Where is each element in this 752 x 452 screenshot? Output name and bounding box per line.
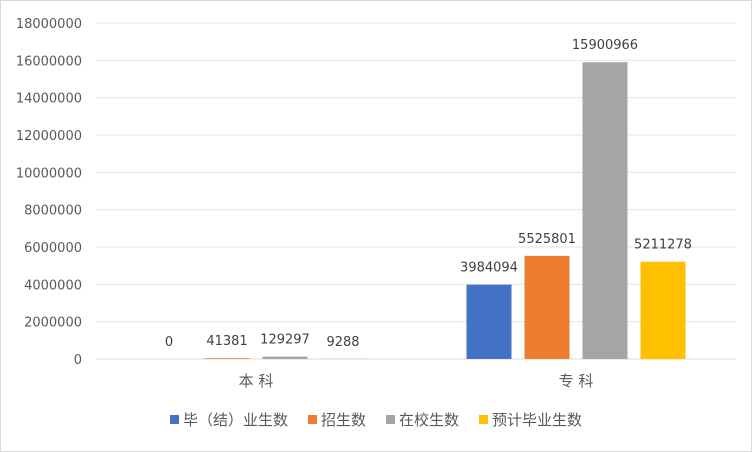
y-tick-label: 2000000 (24, 316, 82, 331)
legend-item: 毕（结）业生数 (169, 409, 288, 430)
bar (262, 356, 308, 359)
legend-label: 在校生数 (399, 411, 460, 429)
y-tick-label: 4000000 (24, 278, 82, 293)
y-tick-label: 0 (74, 353, 82, 368)
data-label: 5211278 (634, 238, 692, 253)
y-tick-label: 6000000 (24, 241, 82, 256)
data-label: 41381 (206, 334, 247, 349)
data-label: 9288 (326, 335, 359, 350)
y-tick-label: 18000000 (16, 17, 82, 32)
x-category-label: 专 科 (559, 372, 594, 390)
data-label: 3984094 (460, 261, 518, 276)
bar (640, 261, 686, 359)
y-tick-label: 10000000 (16, 166, 82, 181)
bars (204, 62, 686, 359)
legend-item: 预计毕业生数 (479, 409, 582, 430)
bar (582, 62, 628, 359)
x-category-label: 本 科 (239, 372, 274, 390)
y-tick-label: 8000000 (24, 204, 82, 219)
data-label: 15900966 (572, 38, 638, 53)
bar (466, 284, 512, 359)
data-label: 129297 (260, 333, 310, 348)
y-tick-label: 16000000 (16, 54, 82, 69)
x-axis: 本 科专 科 (239, 372, 594, 390)
legend-label: 毕（结）业生数 (182, 411, 288, 429)
legend-swatch (479, 415, 489, 424)
grid-lines (96, 22, 736, 360)
legend-item: 招生数 (307, 409, 366, 430)
bar (204, 358, 250, 359)
data-label: 0 (165, 335, 173, 350)
legend-swatch (307, 415, 317, 424)
y-tick-label: 14000000 (16, 92, 82, 107)
legend-label: 预计毕业生数 (492, 411, 583, 429)
y-tick-label: 12000000 (16, 129, 82, 144)
legend-swatch (386, 415, 395, 424)
legend: 毕（结）业生数 招生数 在校生数 预计毕业生数 (0, 409, 752, 430)
legend-label: 招生数 (320, 411, 366, 429)
legend-item: 在校生数 (386, 409, 459, 430)
legend-swatch (169, 415, 179, 424)
bar (524, 255, 570, 359)
y-axis: 0 2000000 4000000 6000000 8000000 10000000 120… (16, 17, 82, 368)
data-label: 5525801 (518, 232, 576, 247)
